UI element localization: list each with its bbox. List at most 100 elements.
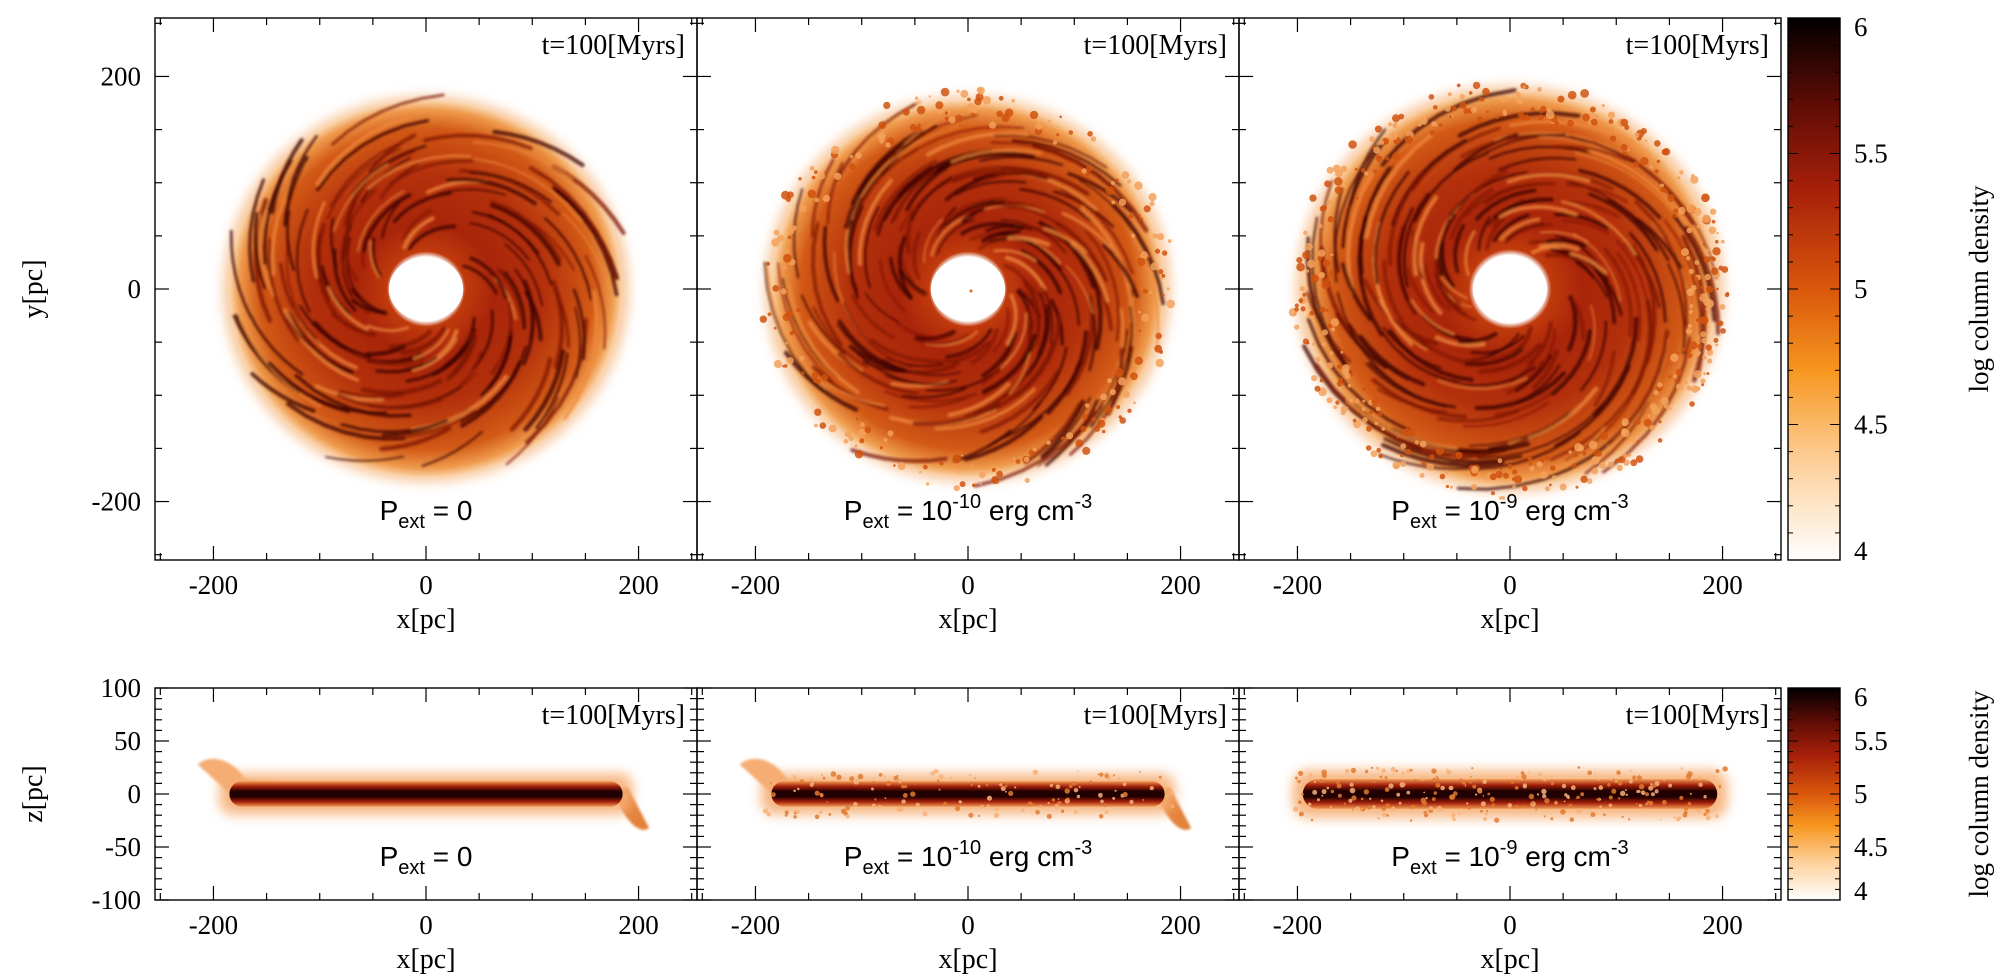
x-tick-label: 0 <box>419 570 433 600</box>
pressure-unit-exponent: -3 <box>1611 491 1629 513</box>
pressure-subscript: ext <box>1410 511 1437 533</box>
pressure-label: Pext = 10-10 erg cm-3 <box>844 491 1093 533</box>
colorbar-label: log column density <box>1964 690 1994 897</box>
panel-bottom-right: -200 0 200 x[pc] t=100[Myrs] Pext = 10-9 erg … <box>1238 687 1782 975</box>
x-tick-label: 0 <box>961 910 975 940</box>
colorbars-group: 4 4.5 5 5.5 6 log column density 4 4.5 5 5.5 6 log … <box>1787 12 1994 906</box>
time-label: t=100[Myrs] <box>542 30 685 61</box>
pressure-value: = 10 <box>889 495 952 526</box>
colorbar-bottom: 4 4.5 5 5.5 6 log column density <box>1787 682 1994 906</box>
y-tick-label: 0 <box>128 274 142 304</box>
disk-body <box>229 781 623 807</box>
density-map <box>1292 766 1728 823</box>
y-tick-label: 50 <box>114 726 141 756</box>
x-tick-label: 200 <box>1160 910 1201 940</box>
spiral-filaments <box>763 100 1165 488</box>
x-tick-label: -200 <box>189 910 239 940</box>
x-axis-label: x[pc] <box>396 944 455 975</box>
pressure-symbol: P <box>380 841 399 872</box>
x-tick-label: -200 <box>1273 570 1323 600</box>
x-tick-label: 200 <box>1702 570 1743 600</box>
x-axis-label: x[pc] <box>938 944 997 975</box>
central-hole <box>388 257 464 321</box>
central-hole <box>1472 257 1548 321</box>
time-label: t=100[Myrs] <box>1084 30 1227 61</box>
pressure-subscript: ext <box>862 857 889 879</box>
disk-body <box>1302 779 1718 809</box>
panel-bottom-middle: -200 0 200 x[pc] t=100[Myrs] Pext = 10-10 erg… <box>696 687 1240 975</box>
colorbar-tick-label: 5 <box>1854 274 1868 304</box>
pressure-value: = 10 <box>1437 495 1500 526</box>
colorbar-tick-label: 4.5 <box>1854 410 1888 440</box>
pressure-unit: erg cm <box>1518 495 1611 526</box>
y-tick-label: 0 <box>128 779 142 809</box>
colorbar-tick-label: 6 <box>1854 682 1868 712</box>
ticks <box>1239 687 1781 901</box>
x-axis-label: x[pc] <box>938 604 997 635</box>
pressure-unit: erg cm <box>981 495 1074 526</box>
time-label: t=100[Myrs] <box>542 700 685 731</box>
time-label: t=100[Myrs] <box>1626 30 1769 61</box>
pressure-value: = 10 <box>889 841 952 872</box>
x-axis-label: x[pc] <box>1480 604 1539 635</box>
pressure-label: Pext = 10-10 erg cm-3 <box>844 837 1093 879</box>
x-axis-label: x[pc] <box>396 604 455 635</box>
panel-top-middle: -200 0 200 x[pc] t=100[Myrs] Pext = 10-10 erg… <box>696 17 1240 635</box>
x-tick-label: 0 <box>961 570 975 600</box>
spiral-filaments <box>229 93 626 467</box>
x-tick-label: 200 <box>618 570 659 600</box>
colorbar-tick-label: 4 <box>1854 536 1868 566</box>
colorbar-label: log column density <box>1964 185 1994 392</box>
x-tick-label: -200 <box>189 570 239 600</box>
pressure-label: Pext = 0 <box>380 841 473 879</box>
density-map <box>759 86 1175 492</box>
y-tick-label: -200 <box>92 487 142 517</box>
ticks <box>155 18 697 560</box>
colorbar-ticks <box>1788 687 1840 901</box>
x-tick-label: -200 <box>731 910 781 940</box>
density-map <box>223 93 629 482</box>
pressure-unit-exponent: -3 <box>1074 491 1092 513</box>
colorbar-tick-label: 5.5 <box>1854 726 1888 756</box>
pressure-subscript: ext <box>398 857 425 879</box>
edge-fragments <box>1288 81 1730 500</box>
edge-fragments <box>1293 766 1728 823</box>
pressure-unit: erg cm <box>981 841 1074 872</box>
central-hole <box>930 257 1006 321</box>
pressure-symbol: P <box>844 495 863 526</box>
x-tick-label: 200 <box>1160 570 1201 600</box>
edge-fragments <box>763 769 1175 820</box>
y-tick-label: 200 <box>101 61 142 91</box>
density-map <box>1288 81 1730 500</box>
x-tick-label: 0 <box>1503 910 1517 940</box>
colorbar-tick-label: 5.5 <box>1854 139 1888 169</box>
pressure-exponent: -9 <box>1500 491 1518 513</box>
pressure-label: Pext = 0 <box>380 495 473 533</box>
pressure-value: = 0 <box>425 495 472 526</box>
x-tick-label: 200 <box>1702 910 1743 940</box>
pressure-label: Pext = 10-9 erg cm-3 <box>1391 491 1628 533</box>
panels-group: -200 0 200 x[pc] -200 0 200 y[pc] t=100[Myrs] Pex… <box>18 17 1782 975</box>
pressure-label: Pext = 10-9 erg cm-3 <box>1391 837 1628 879</box>
ticks <box>697 18 1239 560</box>
pressure-value: = 0 <box>425 841 472 872</box>
pressure-exponent: -9 <box>1500 837 1518 859</box>
y-axis-label: y[pc] <box>18 259 49 318</box>
x-tick-label: -200 <box>731 570 781 600</box>
ticks <box>1239 18 1781 560</box>
colorbar-top: 4 4.5 5 5.5 6 log column density <box>1787 12 1994 566</box>
pressure-value: = 10 <box>1437 841 1500 872</box>
y-tick-label: 100 <box>101 673 142 703</box>
pressure-symbol: P <box>380 495 399 526</box>
x-axis-label: x[pc] <box>1480 944 1539 975</box>
x-tick-label: -200 <box>1273 910 1323 940</box>
pressure-subscript: ext <box>1410 857 1437 879</box>
pressure-unit: erg cm <box>1518 841 1611 872</box>
colorbar-tick-label: 4 <box>1854 876 1868 906</box>
time-label: t=100[Myrs] <box>1626 700 1769 731</box>
panel-top-right: -200 0 200 x[pc] t=100[Myrs] Pext = 10-9 erg … <box>1238 17 1782 635</box>
pressure-symbol: P <box>1391 495 1410 526</box>
y-axis-label: z[pc] <box>18 765 49 823</box>
pressure-unit-exponent: -3 <box>1074 837 1092 859</box>
